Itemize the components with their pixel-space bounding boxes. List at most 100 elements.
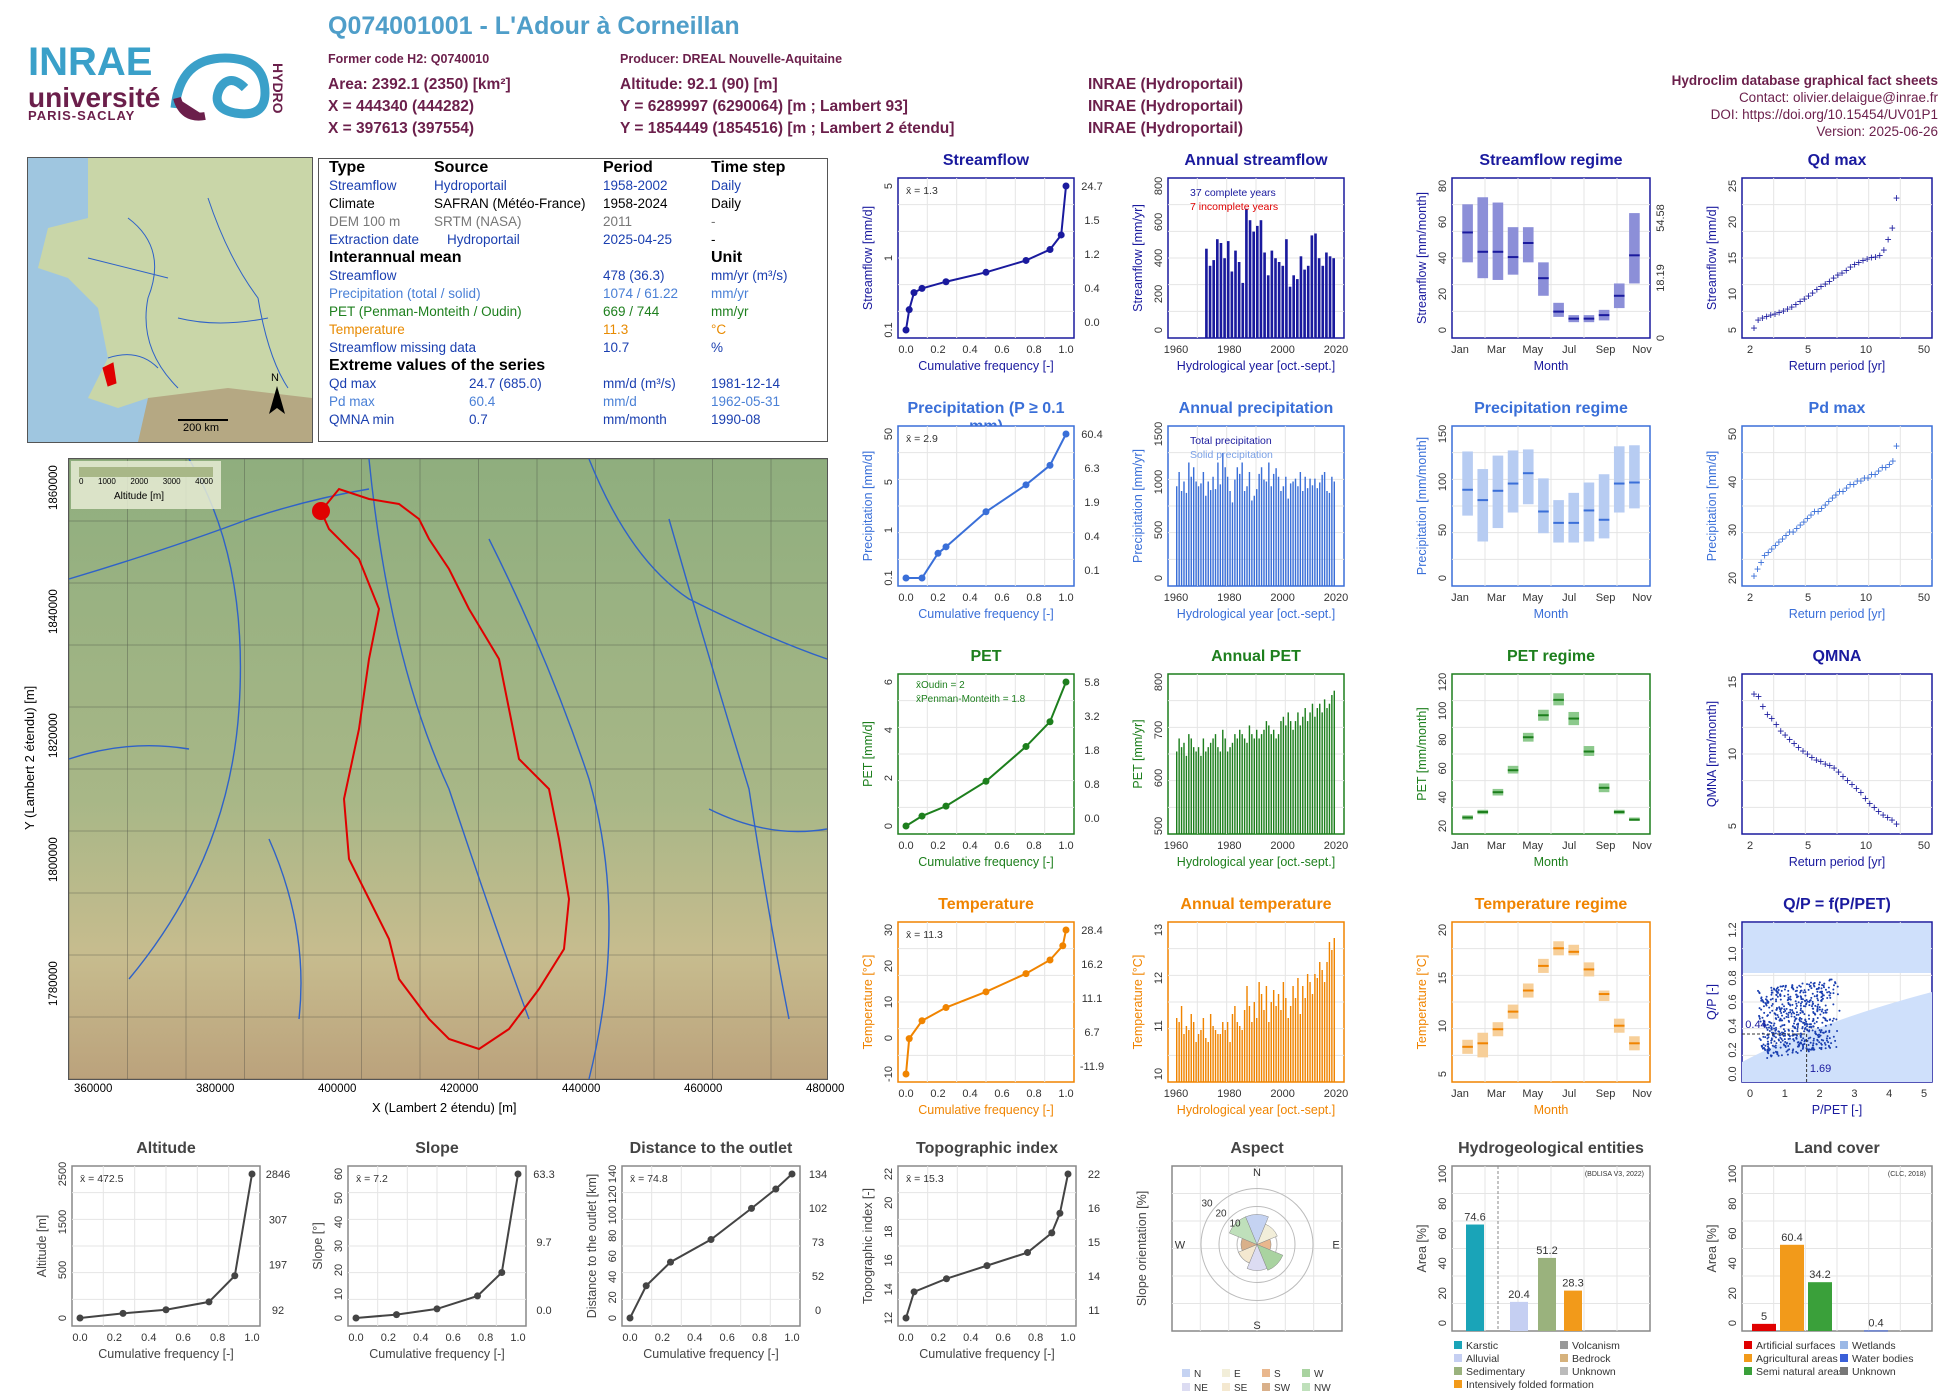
bar — [1248, 725, 1251, 834]
bar — [1321, 474, 1323, 586]
bar — [1241, 734, 1243, 834]
scatter-point: + — [1857, 474, 1864, 488]
scatter-point: + — [1764, 708, 1771, 722]
x-tick: Mar — [1487, 840, 1506, 852]
right-tick: 11.1 — [1082, 993, 1103, 1005]
qp-annotation: 0.44 — [1745, 1019, 1766, 1031]
doi[interactable]: DOI: https://doi.org/10.15454/UV01P1 — [1710, 107, 1938, 122]
bar — [1287, 1018, 1289, 1082]
table-row: Climate SAFRAN (Météo-France) 1958-2024 Dai… — [329, 196, 819, 213]
x-tick: 1.0 — [510, 1332, 525, 1344]
scatter-point: + — [1868, 467, 1875, 481]
x-tick: 5 — [1921, 1088, 1927, 1100]
x-tick: 1980 — [1217, 592, 1241, 604]
altitude-header: Altitude: 92.1 (90) [m] — [620, 76, 778, 93]
bar — [1299, 256, 1303, 338]
scatter-point: + — [1840, 769, 1847, 783]
cell: SRTM (NASA) — [434, 214, 522, 229]
map-y-tick: 1780000 — [48, 961, 60, 1006]
bar — [1241, 282, 1245, 338]
y-axis-label: Q/P [-] — [1705, 984, 1719, 1020]
x-axis-label: Return period [yr] — [1789, 359, 1886, 373]
bar — [1256, 729, 1258, 834]
cdf-line — [906, 433, 1067, 579]
mean-unit: mm/yr (m³/s) — [711, 268, 788, 283]
bar — [1207, 747, 1209, 834]
bar — [1222, 729, 1224, 834]
right-tick: 1.5 — [1084, 215, 1099, 227]
cdf-point — [626, 1314, 634, 1322]
bar — [1205, 1038, 1207, 1082]
scatter-point: + — [1775, 535, 1782, 549]
y-tick: 15 — [1727, 252, 1739, 264]
x-axis-label: Hydrological year [oct.-sept.] — [1177, 1103, 1335, 1117]
extreme-value: 24.7 (685.0) — [469, 376, 542, 391]
bar — [1321, 970, 1323, 1082]
y-lambert2: Y = 1854449 (1854516) [m ; Lambert 2 éte… — [620, 120, 955, 137]
bar — [1226, 241, 1230, 338]
extreme-unit: mm/d — [603, 394, 637, 409]
x-tick: 4 — [1886, 1088, 1892, 1100]
y-axis-label: PET [mm/yr] — [1131, 719, 1145, 788]
scatter-point: + — [1797, 518, 1804, 532]
bar — [1246, 486, 1248, 586]
scatter-point: + — [1797, 295, 1804, 309]
info-table: Type Source Period Time step Streamflow H… — [318, 158, 828, 442]
mean-unit: °C — [711, 322, 727, 337]
chart-note: (BDLISA V3, 2022) — [1585, 1171, 1644, 1178]
mean-value: 1074 / 61.22 — [603, 286, 679, 301]
x-tick: 0.2 — [931, 1332, 946, 1344]
scatter-point: + — [1853, 782, 1860, 796]
bar — [1287, 712, 1289, 834]
bar — [1260, 467, 1263, 586]
y-tick: 16 — [883, 1254, 895, 1266]
aspect-wedge — [1256, 1244, 1284, 1271]
bar — [1331, 950, 1333, 1082]
map-xlabel: X (Lambert 2 étendu) [m] — [372, 1100, 517, 1115]
contact[interactable]: Contact: olivier.delaigue@inrae.fr — [1738, 90, 1938, 105]
outlet-marker — [312, 502, 330, 520]
y-tick: 2 — [883, 775, 895, 781]
y-tick: 30 — [1727, 524, 1739, 536]
box — [1598, 474, 1610, 539]
landcover-bar — [1752, 1323, 1776, 1331]
y-tick: 60 — [607, 1250, 619, 1262]
y-tick: 1.2 — [1727, 922, 1739, 937]
bar-label: 60.4 — [1781, 1232, 1802, 1244]
bar — [1333, 481, 1335, 586]
scatter-point: + — [1861, 471, 1868, 485]
x-tick: Mar — [1487, 1088, 1506, 1100]
bar — [1243, 1010, 1246, 1082]
y-tick: 0 — [1727, 1320, 1739, 1326]
mean-name: Streamflow missing data — [329, 340, 477, 355]
bar — [1207, 1042, 1209, 1082]
legend-entry: 37 complete years — [1190, 187, 1276, 199]
right-tick: -11.9 — [1080, 1061, 1104, 1073]
landcover-bar — [1808, 1282, 1832, 1331]
bar-label: 74.6 — [1464, 1212, 1485, 1224]
bar — [1243, 738, 1246, 834]
y-tick: 20 — [1437, 924, 1449, 936]
landcover-legend: Artificial surfaces — [1756, 1340, 1835, 1352]
scatter-point: + — [1884, 810, 1891, 824]
scatter-point: + — [1754, 562, 1761, 576]
y-tick: 0 — [1437, 575, 1449, 581]
bar — [1209, 1014, 1212, 1082]
bar — [1270, 250, 1274, 338]
bar — [1263, 252, 1266, 338]
x-axis-label: Return period [yr] — [1789, 855, 1886, 869]
y-axis-label: Precipitation [mm/d] — [861, 451, 875, 561]
y-tick: 10 — [1153, 1068, 1165, 1080]
cell: Climate — [329, 196, 375, 211]
extreme-name: Qd max — [329, 376, 377, 391]
box — [1492, 202, 1504, 280]
aspect-legend: E — [1234, 1369, 1241, 1380]
table-row: Extraction date Hydroportail 2025-04-25 - — [329, 232, 819, 249]
bar — [1292, 729, 1294, 834]
x-tick: Nov — [1632, 840, 1652, 852]
hydro-legend: Sedimentary — [1466, 1366, 1526, 1378]
alt-legend-tick: 0 — [79, 477, 84, 486]
right-tick: 0.4 — [1084, 531, 1099, 543]
bar — [1302, 491, 1304, 586]
bar — [1306, 488, 1309, 586]
